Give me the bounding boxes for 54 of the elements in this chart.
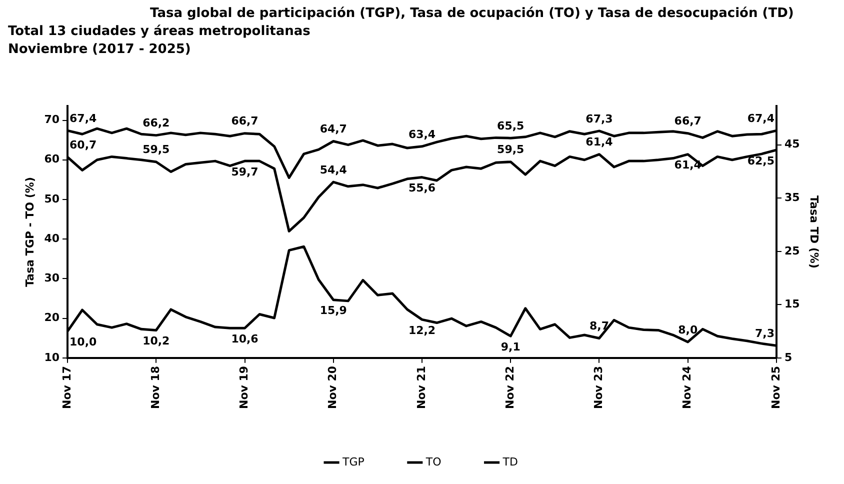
data-label: 10,0 [70, 336, 97, 349]
data-label: 7,3 [755, 327, 774, 340]
x-tick-label: Nov 17 [60, 366, 74, 410]
data-label: 67,4 [70, 112, 97, 125]
x-tick-label: Nov 23 [592, 366, 606, 410]
data-label: 61,4 [586, 136, 614, 149]
y-tick-label: 10 [44, 350, 60, 364]
y2-tick-label: 5 [784, 350, 792, 364]
chart-title: Tasa global de participación (TGP), Tasa de ocupación (TO) y Tasa de desocupación (TD) [150, 6, 794, 21]
y2-tick-label: 25 [784, 244, 800, 258]
data-label: 63,4 [408, 128, 436, 141]
data-label: 66,7 [674, 114, 702, 128]
data-label: 59,7 [231, 165, 258, 178]
y-tick-label: 40 [44, 232, 60, 245]
data-label: 60,7 [70, 138, 97, 152]
y2-tick-label: 35 [784, 191, 800, 204]
data-label: 64,7 [320, 122, 347, 136]
y-axis-title: Tasa TGP - TO (%) [23, 177, 36, 287]
data-label: 8,7 [589, 320, 609, 333]
legend-label: TD [502, 455, 518, 468]
data-label: 12,2 [408, 324, 436, 337]
y2-axis-title: Tasa TD (%) [808, 196, 821, 268]
data-label: 66,7 [231, 114, 258, 128]
data-label: 8,0 [678, 323, 698, 336]
y-tick-label: 70 [44, 113, 60, 126]
data-label: 10,6 [231, 332, 259, 346]
legend-label: TO [424, 455, 442, 468]
x-tick-label: Nov 18 [148, 366, 162, 410]
data-label: 15,9 [320, 304, 347, 318]
data-label: 59,5 [497, 143, 524, 156]
y-tick-label: 60 [44, 152, 60, 166]
data-label: 62,5 [747, 154, 774, 168]
data-label: 67,4 [747, 112, 775, 125]
x-tick-label: Nov 19 [238, 366, 251, 410]
data-label: 65,5 [497, 119, 524, 132]
x-tick-label: Nov 20 [326, 366, 340, 410]
y-tick-label: 30 [44, 272, 60, 285]
x-tick-label: Nov 22 [503, 366, 516, 410]
legend-label: TGP [342, 455, 365, 468]
x-tick-label: Nov 25 [769, 366, 782, 410]
data-label: 10,2 [142, 334, 170, 348]
data-label: 67,3 [586, 112, 613, 126]
y2-tick-label: 15 [784, 298, 800, 311]
y-tick-label: 20 [44, 311, 60, 324]
y2-tick-label: 45 [784, 138, 800, 151]
x-tick-label: Nov 21 [414, 366, 428, 410]
data-label: 55,6 [408, 182, 436, 195]
data-label: 66,2 [142, 116, 170, 130]
data-label: 59,5 [142, 143, 170, 156]
chart-subtitle: Total 13 ciudades y áreas metropolitanas Noviembre (2017 - 2025) [8, 23, 310, 59]
x-tick-label: Nov 24 [680, 366, 694, 410]
data-label: 54,4 [320, 163, 348, 176]
data-label: 9,1 [500, 340, 520, 354]
y-tick-label: 50 [44, 192, 60, 206]
